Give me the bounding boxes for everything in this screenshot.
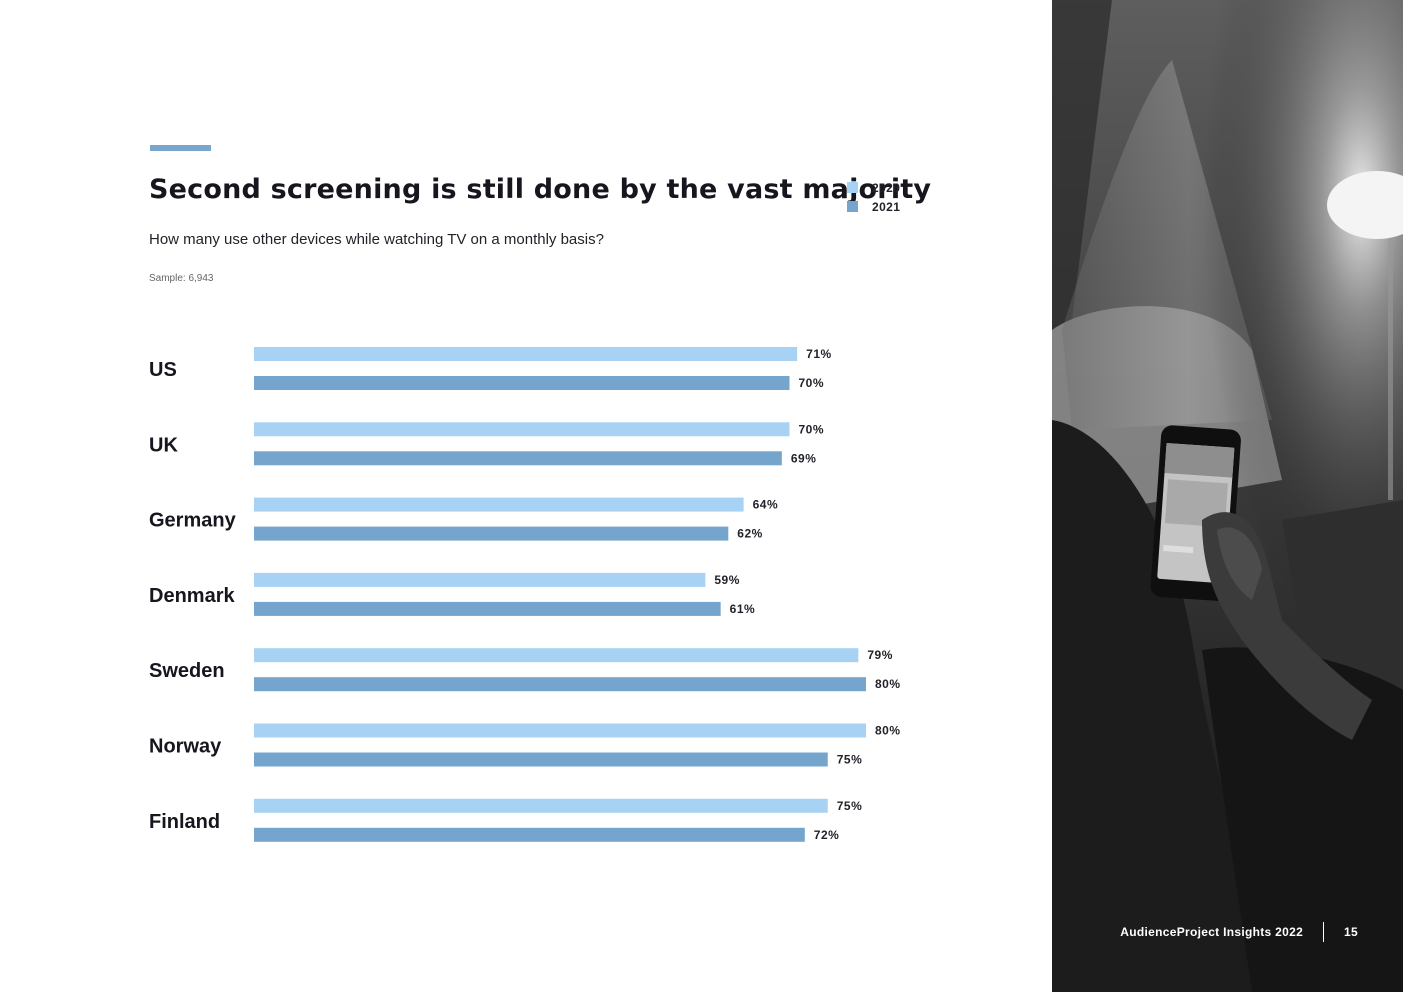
bar-chart: US 71% 70% UK 70% 69% Germany 64% 62% Denmark 59% 6… [149,347,901,842]
bar-2020-finland [254,798,828,813]
bar-2021-sweden [254,677,866,692]
category-label: UK [149,434,178,456]
data-label: 70% [799,376,825,390]
data-label: 61% [730,602,756,616]
footer-divider [1323,922,1325,942]
legend-item-2020: 2020 [847,178,900,197]
page-footer: AudienceProject Insights 2022 15 [1120,922,1358,942]
footer-brand: AudienceProject Insights 2022 [1120,925,1304,939]
data-label: 75% [837,799,863,813]
data-label: 72% [814,828,840,842]
category-label: US [149,359,177,381]
legend-swatch-2020 [847,182,858,193]
bar-group-germany: Germany 64% 62% [149,497,779,541]
title-accent-line [150,145,211,151]
category-label: Sweden [149,660,225,682]
chart-legend: 2020 2021 [847,178,900,216]
category-label: Denmark [149,585,235,607]
category-label: Finland [149,811,220,833]
bar-2020-denmark [254,572,706,587]
page-number: 15 [1344,925,1358,939]
data-label: 62% [737,527,763,541]
person-holding-smartphone-photo: AudienceProject Insights 2022 15 [1052,0,1403,992]
legend-swatch-2021 [847,201,858,212]
data-label: 70% [799,422,825,436]
bar-2020-uk [254,422,790,437]
bar-group-sweden: Sweden 79% 80% [149,648,901,692]
bar-2021-denmark [254,601,721,616]
chart-subtitle: How many use other devices while watchin… [149,231,604,248]
data-label: 80% [875,724,901,738]
bar-2021-finland [254,827,805,842]
bar-group-finland: Finland 75% 72% [149,798,863,842]
category-label: Germany [149,510,237,532]
bar-group-norway: Norway 80% 75% [149,723,901,767]
bar-2021-us [254,376,790,390]
bar-group-uk: UK 70% 69% [149,422,825,466]
bar-2020-norway [254,723,866,738]
bar-group-denmark: Denmark 59% 61% [149,572,756,616]
bar-2021-uk [254,451,782,466]
data-label: 64% [753,498,779,512]
bar-2021-norway [254,752,828,767]
sample-size-note: Sample: 6,943 [149,273,214,284]
data-label: 69% [791,451,817,465]
bar-2020-germany [254,497,744,512]
bar-2020-us [254,347,798,361]
data-label: 59% [714,573,740,587]
legend-label-2021: 2021 [872,199,901,214]
legend-label-2020: 2020 [872,180,901,195]
bar-group-us: US 71% 70% [149,347,832,390]
category-label: Norway [149,736,222,758]
photo-illustration [1052,0,1403,992]
bar-2020-sweden [254,648,859,663]
chart-title: Second screening is still done by the va… [149,174,932,205]
data-label: 80% [875,677,901,691]
data-label: 71% [806,347,832,361]
data-label: 75% [837,753,863,767]
legend-item-2021: 2021 [847,197,900,216]
bar-2021-germany [254,526,729,541]
data-label: 79% [867,648,893,662]
